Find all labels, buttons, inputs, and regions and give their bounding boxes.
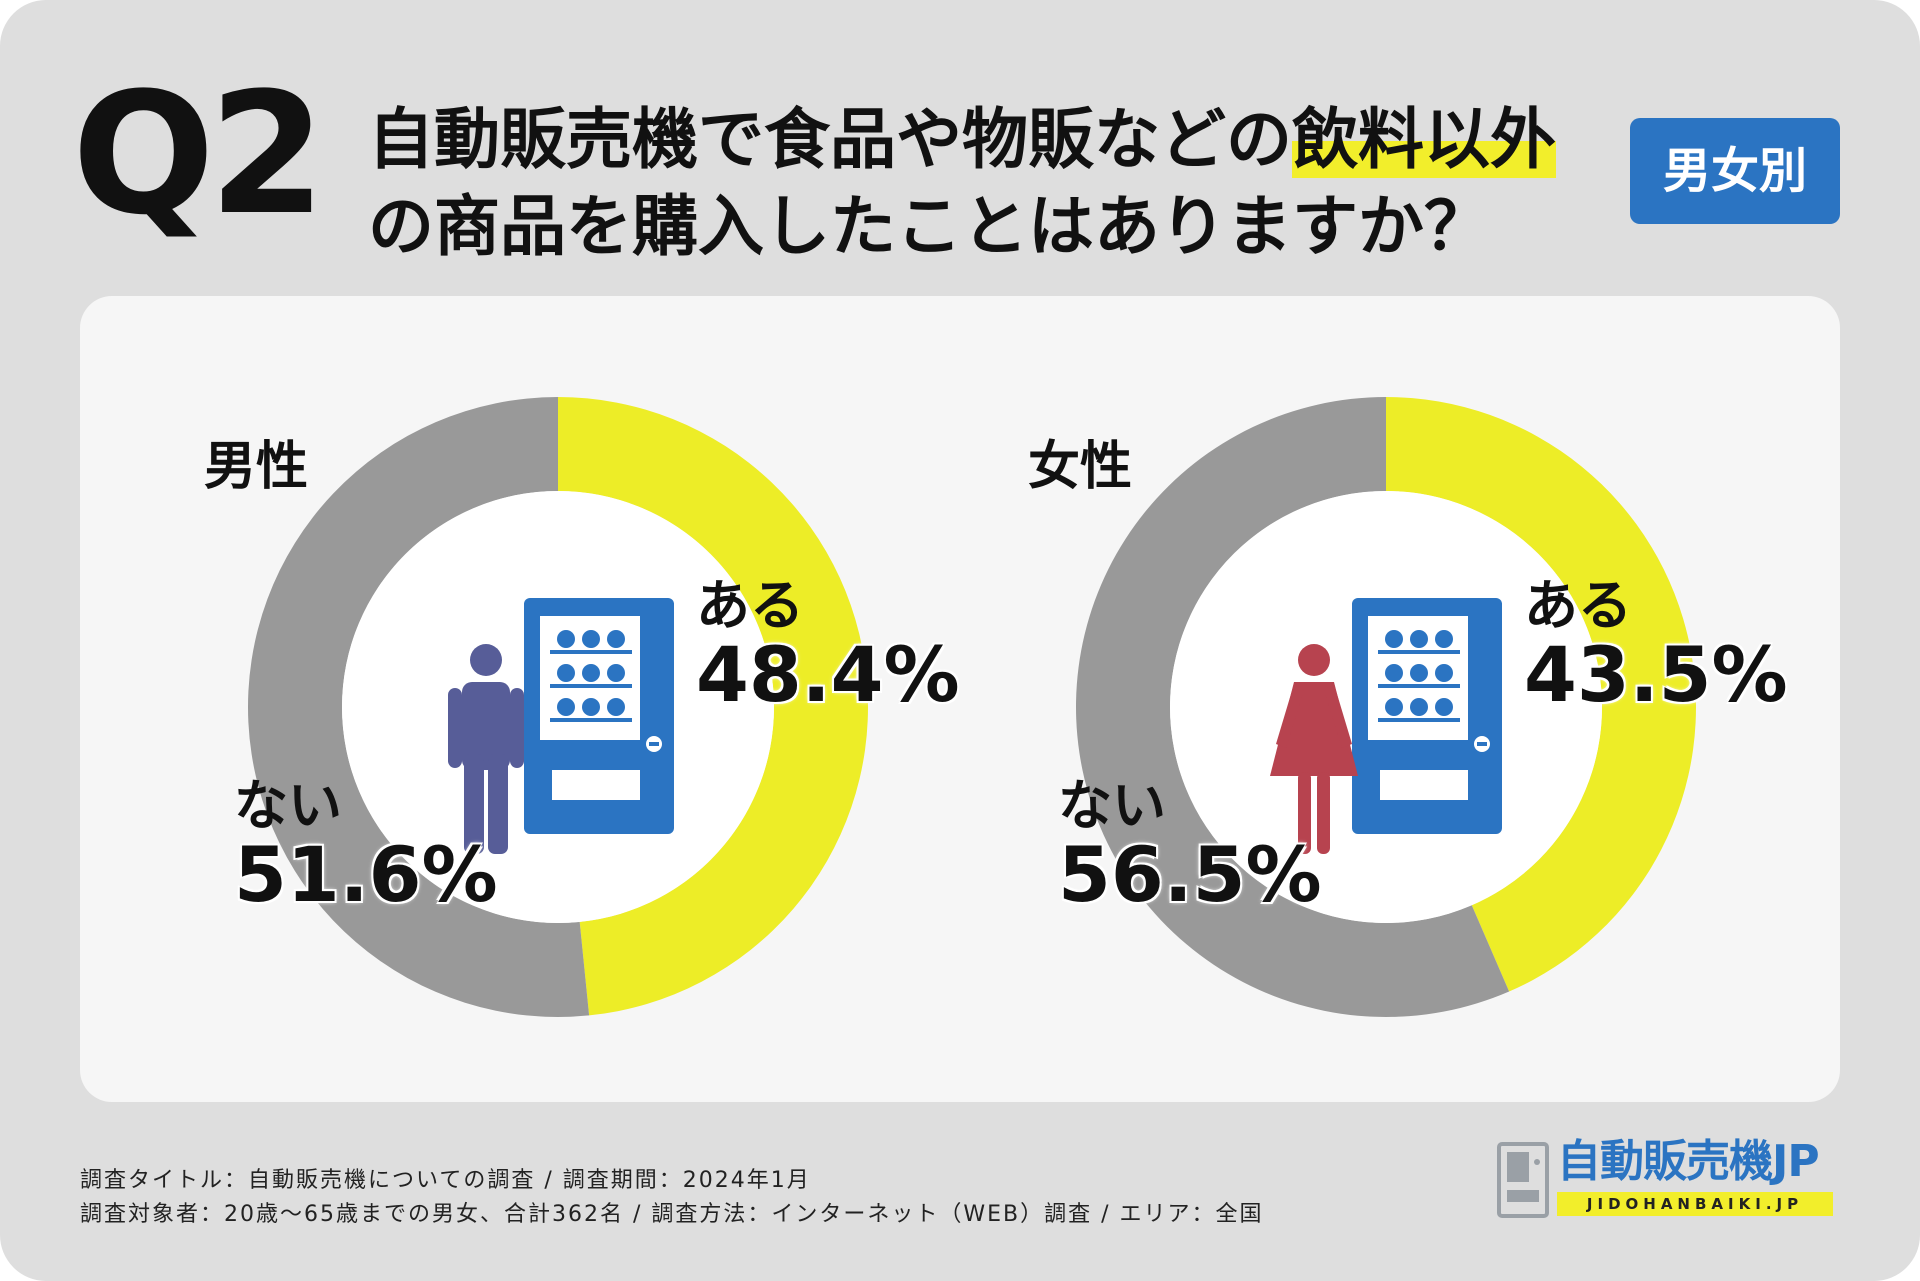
vending-machine-icon <box>1352 598 1502 834</box>
female-yes-value: 43.5% <box>1524 629 1788 719</box>
question-number: Q2 <box>72 56 326 252</box>
footer-line2: 調査対象者：20歳～65歳までの男女、合計362名 / 調査方法：インターネット… <box>80 1202 1264 1227</box>
female-chart: 女性 ある 43.5% ない 56.5% <box>908 296 1788 1102</box>
site-logo: 自動販売機JP JIDOHANBAIKI.JP <box>1497 1140 1837 1220</box>
title-highlight: 飲料以外 <box>1292 101 1556 178</box>
female-chart-title: 女性 <box>1028 437 1133 497</box>
male-no-category: ない <box>234 774 342 837</box>
chart-panel: 男性 ある 48.4% ない 51.6% 女性 ある 43.5% ない 56.5… <box>80 296 1840 1102</box>
male-no-value: 51.6% <box>234 829 498 919</box>
male-yes-category: ある <box>696 574 804 637</box>
female-no-value: 56.5% <box>1058 829 1322 919</box>
survey-footer: 調査タイトル：自動販売機についての調査 / 調査期間：2024年1月 調査対象者… <box>80 1164 1264 1232</box>
vending-machine-icon <box>524 598 674 834</box>
title-line1: 自動販売機で食品や物販などの <box>368 101 1292 178</box>
female-yes-label: ある 43.5% <box>1524 574 1788 719</box>
male-donut-svg <box>247 397 868 1018</box>
female-person-icon <box>1270 644 1358 854</box>
title-line2: の商品を購入したことはありますか？ <box>368 188 1490 266</box>
female-donut-svg <box>1076 397 1696 1017</box>
footer-line1: 調査タイトル：自動販売機についての調査 / 調査期間：2024年1月 <box>80 1168 811 1193</box>
male-person-icon <box>448 644 524 854</box>
female-yes-category: ある <box>1524 574 1632 637</box>
donut-slice-yes <box>558 397 868 1016</box>
male-no-label: ない 51.6% <box>234 774 498 919</box>
donut-slice-no <box>1076 397 1510 1017</box>
male-chart: 男性 ある 48.4% ない 51.6% <box>80 296 960 1102</box>
question-title: 自動販売機で食品や物販などの飲料以外 の商品を購入したことはありますか？ <box>368 96 1568 270</box>
logo-text: 自動販売機JP <box>1557 1136 1820 1187</box>
female-no-category: ない <box>1058 774 1166 837</box>
gender-badge: 男女別 <box>1630 118 1840 224</box>
female-no-label: ない 56.5% <box>1058 774 1322 919</box>
male-yes-value: 48.4% <box>696 629 960 719</box>
logo-url: JIDOHANBAIKI.JP <box>1557 1192 1833 1216</box>
donut-slice-no <box>247 397 590 1018</box>
vending-machine-logo-icon <box>1497 1142 1549 1218</box>
donut-slice-yes <box>1386 397 1696 992</box>
male-chart-title: 男性 <box>204 437 309 497</box>
male-yes-label: ある 48.4% <box>696 574 960 719</box>
